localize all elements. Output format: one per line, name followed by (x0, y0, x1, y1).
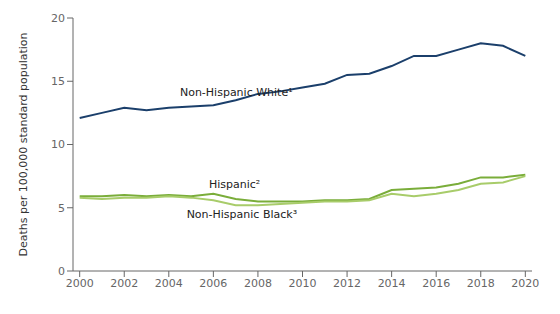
svg-text:15: 15 (51, 75, 65, 88)
svg-text:2010: 2010 (289, 277, 317, 290)
svg-text:Hispanic²: Hispanic² (209, 178, 260, 191)
svg-text:2014: 2014 (378, 277, 406, 290)
svg-text:Non-Hispanic Black³: Non-Hispanic Black³ (187, 208, 297, 221)
svg-text:5: 5 (58, 202, 65, 215)
svg-text:10: 10 (51, 138, 65, 151)
svg-text:2020: 2020 (511, 277, 539, 290)
svg-text:0: 0 (58, 265, 65, 278)
svg-text:2006: 2006 (199, 277, 227, 290)
svg-text:2016: 2016 (422, 277, 450, 290)
svg-text:20: 20 (51, 12, 65, 25)
svg-text:Non-Hispanic White¹: Non-Hispanic White¹ (180, 86, 293, 99)
svg-text:2000: 2000 (66, 277, 94, 290)
svg-text:2012: 2012 (333, 277, 361, 290)
svg-text:Deaths per 100,000 standard po: Deaths per 100,000 standard population (17, 32, 30, 256)
svg-text:2018: 2018 (467, 277, 495, 290)
svg-text:2008: 2008 (244, 277, 272, 290)
svg-text:2004: 2004 (155, 277, 183, 290)
svg-text:2002: 2002 (110, 277, 138, 290)
